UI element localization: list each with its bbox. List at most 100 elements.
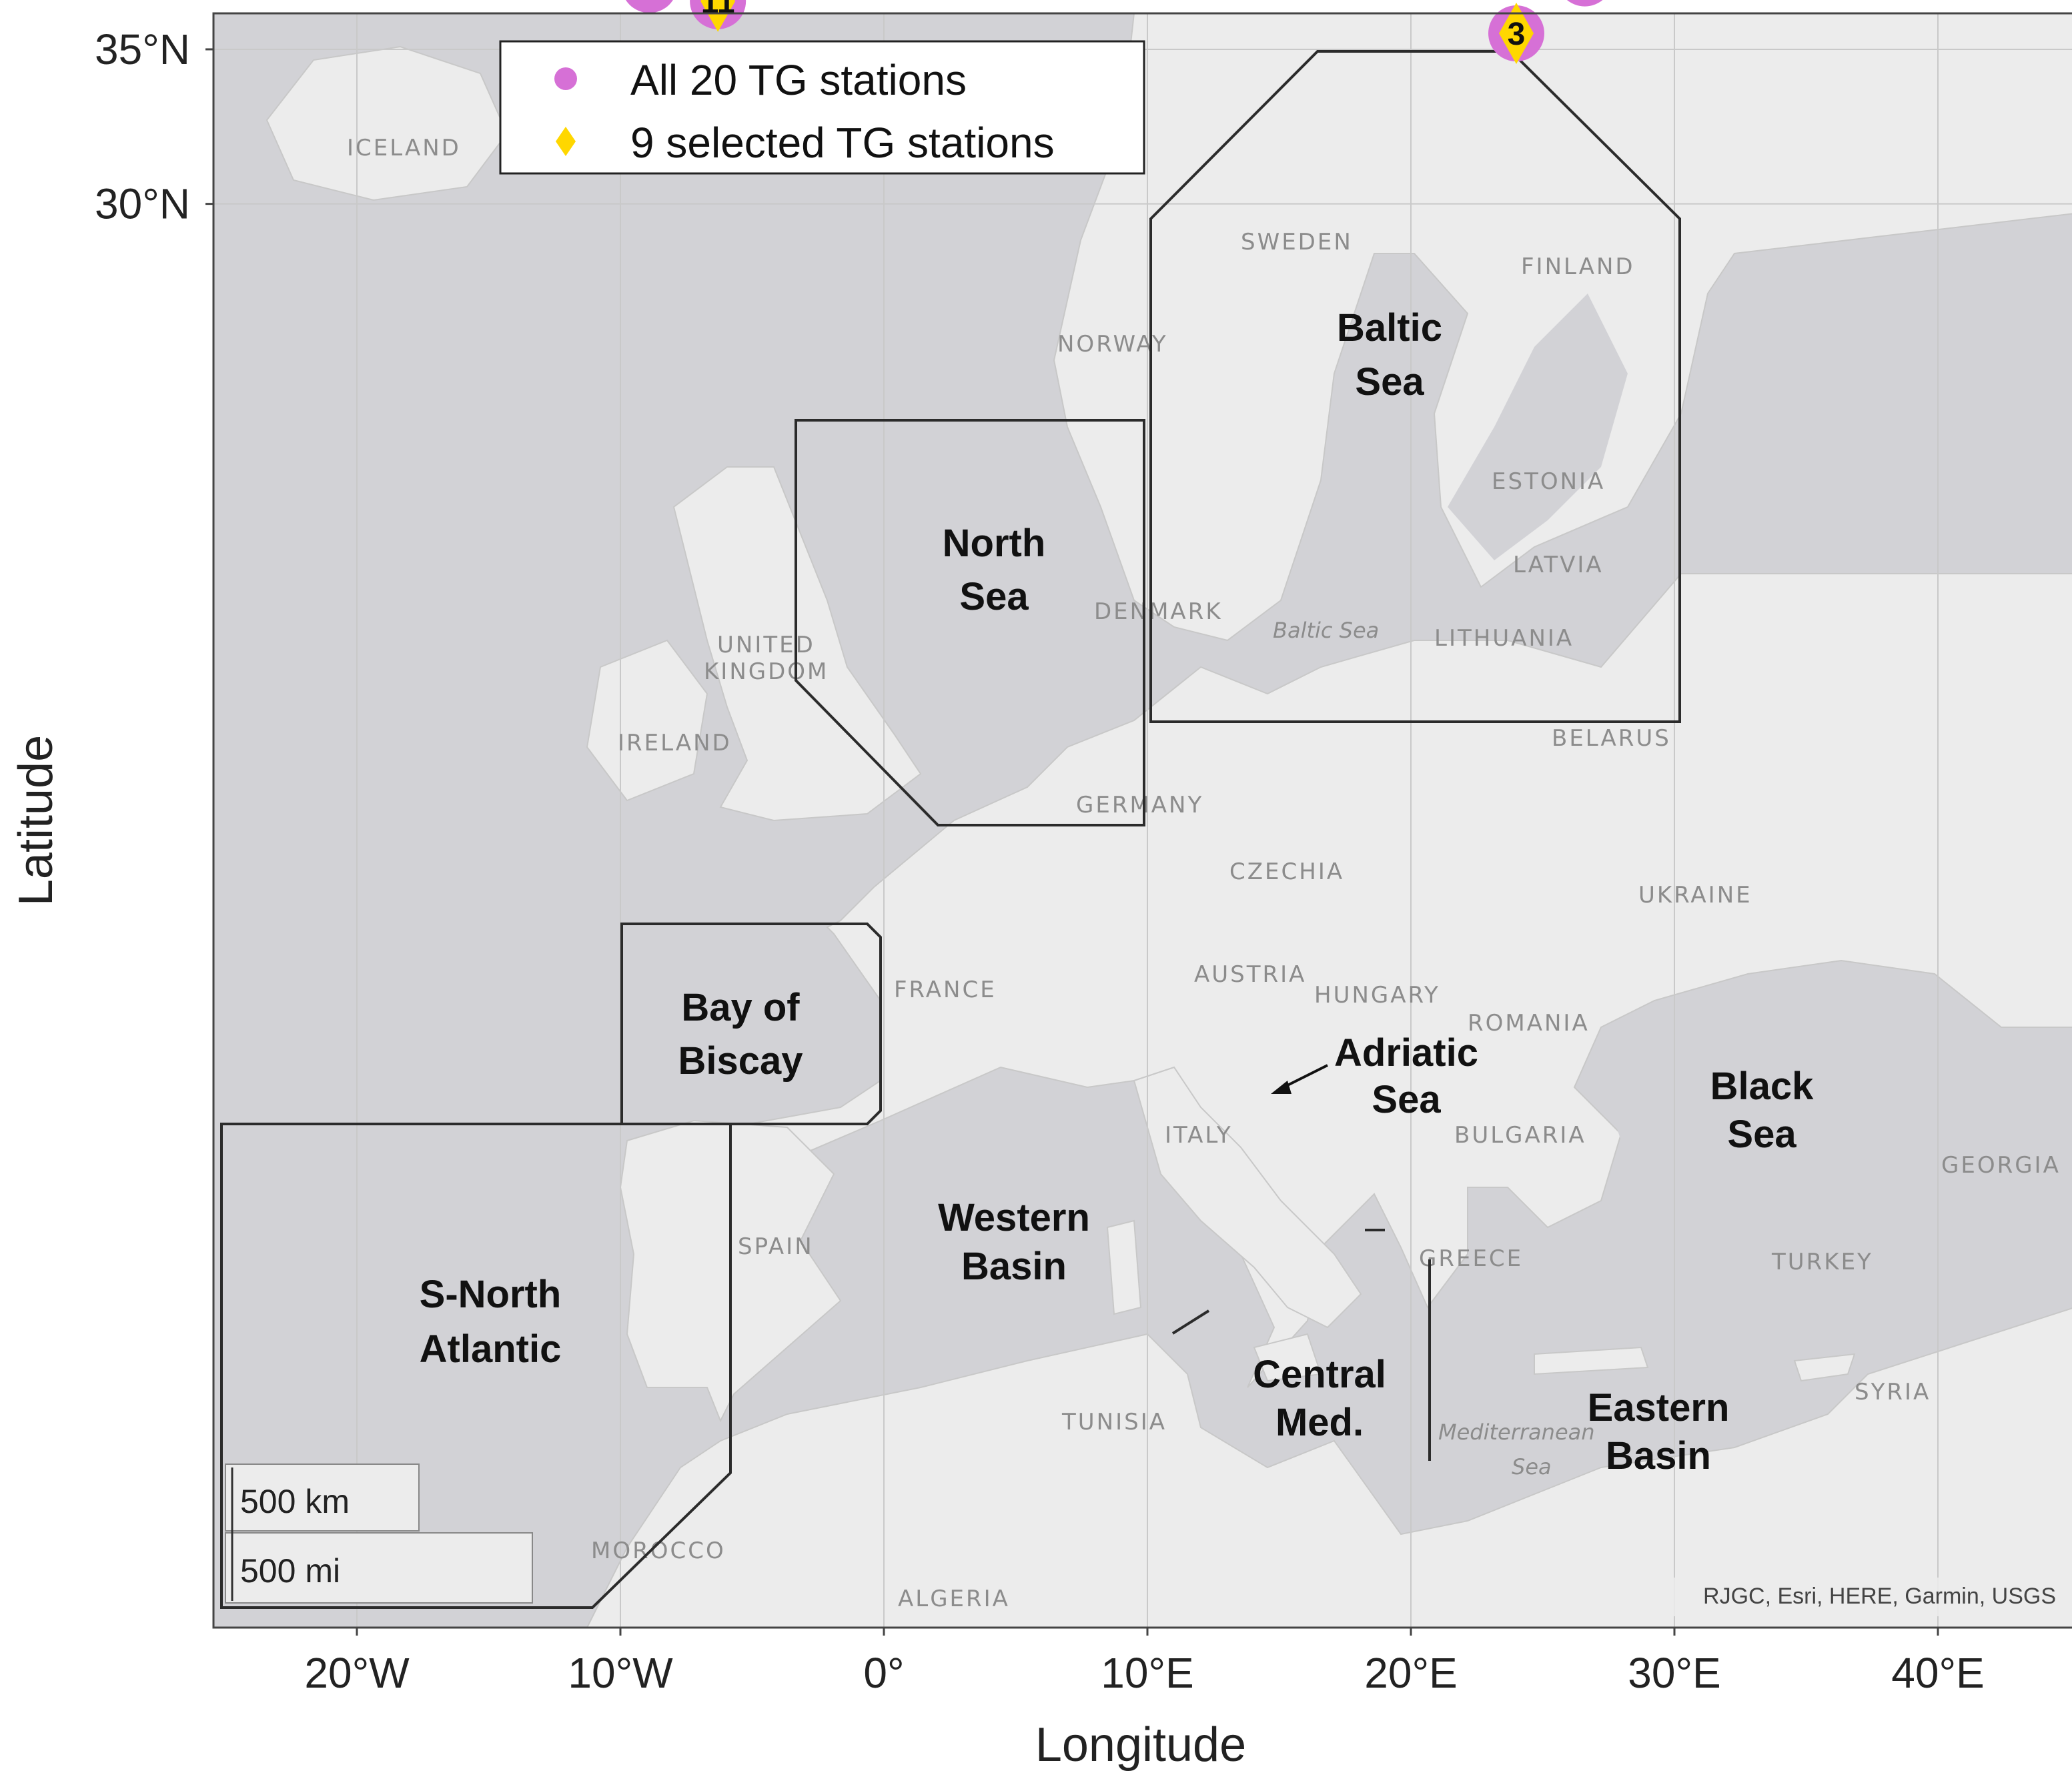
station-circle-marker (1567, 0, 1603, 7)
legend-box (499, 40, 1145, 175)
region-divider-western-central (1171, 1309, 1210, 1335)
station-circle-marker (626, 0, 673, 13)
region-label-baltic-1: Baltic (1337, 306, 1442, 350)
water-label-sea: Sea (1512, 1454, 1552, 1480)
region-label-black-sea-1: Black (1710, 1065, 1815, 1108)
country-label-finland: FINLAND (1521, 253, 1635, 280)
land-sicily (1253, 1333, 1322, 1382)
grid-lines (213, 13, 2072, 1628)
region-label-north-sea-2: Sea (959, 575, 1029, 618)
legend-label-selected: 9 selected TG stations (630, 119, 1055, 167)
scale-mi-label: 500 mi (240, 1552, 340, 1590)
station-12: 12 (626, 0, 673, 13)
country-label-denmark: DENMARK (1094, 598, 1223, 625)
region-label-western-basin-2: Basin (961, 1245, 1067, 1288)
region-label-black-sea-2: Sea (1727, 1113, 1796, 1156)
region-label-baltic-2: Sea (1355, 360, 1424, 404)
station-2: 2 (1567, 0, 1603, 7)
water-label-baltic: Baltic Sea (1273, 618, 1379, 643)
country-label-syria: SYRIA (1855, 1379, 1931, 1405)
station-11: 11 (690, 0, 746, 32)
country-label-bulgaria: BULGARIA (1454, 1122, 1586, 1149)
baltic-gulf-water (1448, 293, 1628, 560)
attribution-text: RJGC, Esri, HERE, Garmin, USGS (1703, 1584, 2056, 1609)
y-tick-label: 35°N (95, 25, 190, 73)
scale-km-label: 500 km (240, 1483, 350, 1520)
x-tick-label: 0° (863, 1649, 904, 1697)
region-outline-baltic (1149, 50, 1681, 723)
region-labels: Baltic Sea North Sea Bay of Biscay Adria… (420, 306, 1814, 1478)
land-north-africa (586, 1307, 2072, 1628)
legend: All 20 TG stations 9 selected TG station… (499, 40, 1145, 175)
station-number-label: 3 (1508, 17, 1526, 52)
country-label-spain: SPAIN (738, 1233, 814, 1260)
land-italy (1133, 1066, 1362, 1329)
x-tick-label: 20°E (1364, 1649, 1457, 1697)
land-sardinia (1106, 1219, 1142, 1315)
plot-frame (212, 12, 2072, 1629)
x-tick-label: 10°W (568, 1649, 673, 1697)
x-axis-title: Longitude (1035, 1718, 1246, 1771)
x-tick-label: 20°W (304, 1649, 410, 1697)
region-label-s-north-atlantic-2: Atlantic (420, 1327, 562, 1371)
country-label-kingdom: KINGDOM (704, 658, 829, 685)
country-label-united: UNITED (717, 632, 815, 658)
country-label-ukraine: UKRAINE (1638, 882, 1752, 909)
black-sea-water (1614, 987, 1975, 1194)
country-label-belarus: BELARUS (1552, 725, 1671, 752)
region-label-adriatic-1: Adriatic (1334, 1031, 1478, 1075)
region-label-central-med-1: Central (1253, 1353, 1386, 1396)
country-label-latvia: LATVIA (1513, 552, 1604, 578)
x-tick-label: 10°E (1101, 1649, 1193, 1697)
country-label-czechia: CZECHIA (1229, 858, 1344, 885)
x-axis: 20°W 10°W 0° 10°E 20°E 30°E 40°E (304, 1628, 1985, 1697)
y-axis: 30°N35°N40°N45°N50°N55°N60°N65°N (95, 25, 213, 228)
legend-label-all: All 20 TG stations (630, 56, 967, 104)
region-outlines (220, 50, 1681, 1609)
region-label-north-sea-1: North (943, 522, 1046, 565)
region-label-biscay-1: Bay of (681, 986, 800, 1029)
y-axis-title: Latitude (9, 735, 63, 906)
country-label-romania: ROMANIA (1468, 1010, 1590, 1037)
scale-km-box (225, 1463, 420, 1532)
country-label-sweden: SWEDEN (1241, 229, 1353, 255)
region-label-biscay-2: Biscay (678, 1039, 803, 1083)
country-labels: ICELAND SWEDEN FINLAND NORWAY ESTONIA LA… (347, 135, 2061, 1612)
country-label-greece: GREECE (1419, 1245, 1523, 1272)
station-number-label: 11 (701, 0, 735, 20)
country-label-algeria: ALGERIA (898, 1586, 1010, 1612)
country-label-austria: AUSTRIA (1194, 961, 1306, 988)
region-label-western-basin-1: Western (938, 1196, 1090, 1239)
water-label-mediterranean: Mediterranean (1438, 1419, 1595, 1445)
adriatic-arrow (1271, 1064, 1328, 1094)
country-label-italy: ITALY (1165, 1122, 1233, 1149)
country-label-georgia: GEORGIA (1941, 1152, 2061, 1179)
station-number-label: 12 (632, 0, 667, 3)
country-label-norway: NORWAY (1057, 331, 1168, 358)
region-label-s-north-atlantic-1: S-North (420, 1273, 562, 1316)
country-label-turkey: TURKEY (1771, 1249, 1873, 1275)
country-label-germany: GERMANY (1076, 792, 1203, 818)
country-label-ireland: IRELAND (618, 730, 732, 756)
region-label-adriatic-2: Sea (1372, 1078, 1441, 1121)
country-label-iceland: ICELAND (347, 135, 461, 161)
x-tick-label: 30°E (1628, 1649, 1720, 1697)
legend-diamond-marker (556, 127, 576, 156)
station-diamond-marker (1499, 3, 1534, 65)
country-label-france: FRANCE (894, 977, 997, 1003)
station-diamond-marker (700, 0, 736, 32)
station-markers: 1234567891011121314151617181920 (626, 0, 1603, 65)
region-label-eastern-basin-2: Basin (1606, 1434, 1711, 1478)
attribution-bg (1652, 1578, 2065, 1616)
region-label-eastern-basin-1: Eastern (1588, 1386, 1730, 1429)
region-outline-north-sea (795, 419, 1145, 826)
y-tick-label: 30°N (95, 180, 190, 228)
region-label-central-med-2: Med. (1275, 1401, 1364, 1444)
legend-circle-marker (554, 67, 577, 90)
station-3: 3 (1488, 3, 1544, 65)
country-label-tunisia: TUNISIA (1061, 1409, 1167, 1435)
country-label-lithuania: LITHUANIA (1434, 625, 1574, 652)
region-outline-s-north-atlantic (220, 1123, 732, 1609)
x-tick-label: 40°E (1891, 1649, 1984, 1697)
